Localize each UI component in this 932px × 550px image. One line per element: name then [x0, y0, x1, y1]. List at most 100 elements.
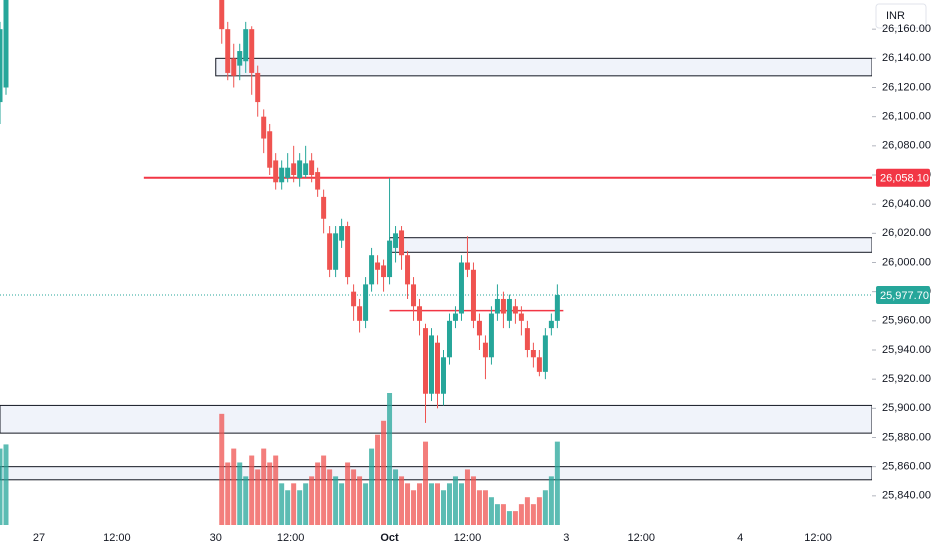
- volume-bar: [434, 483, 440, 525]
- volume-bar: [249, 455, 255, 525]
- candle-body: [225, 29, 231, 73]
- volume-bar: [458, 483, 464, 525]
- x-tick-label: Oct: [380, 532, 399, 544]
- volume-bar: [357, 476, 363, 525]
- volume-bar: [470, 476, 476, 525]
- candle-body: [500, 298, 506, 314]
- volume-bar: [381, 420, 387, 525]
- volume-bar: [3, 444, 9, 525]
- y-tick-label: 25,880.00: [882, 431, 931, 443]
- candle-body: [309, 160, 315, 175]
- volume-bar: [411, 490, 417, 525]
- volume-bar: [345, 462, 351, 525]
- volume-bar: [482, 490, 488, 525]
- candle-body: [0, 29, 3, 103]
- volume-bar: [512, 511, 518, 525]
- y-tick-label: 26,120.00: [882, 81, 931, 93]
- candle-body: [452, 313, 458, 321]
- volume-bar: [255, 469, 261, 525]
- volume-bar: [524, 497, 530, 525]
- volume-bar: [417, 483, 423, 525]
- volume-bar: [333, 476, 339, 525]
- candle-body: [393, 233, 399, 248]
- volume-bar: [297, 490, 303, 525]
- x-tick-label: 12:00: [103, 532, 131, 544]
- candle-body: [279, 167, 285, 183]
- volume-bar: [291, 483, 297, 525]
- candle-body: [524, 328, 530, 350]
- volume-bar: [237, 462, 243, 525]
- volume-bar: [231, 448, 237, 525]
- x-tick-label: 3: [563, 532, 569, 544]
- candle-body: [417, 306, 423, 321]
- volume-bar: [321, 455, 327, 525]
- candle-body: [554, 295, 560, 321]
- candle-body: [303, 163, 309, 175]
- candle-body: [482, 342, 488, 358]
- volume-bar: [327, 469, 333, 525]
- candle-body: [542, 335, 548, 372]
- x-tick-label: 12:00: [277, 532, 305, 544]
- volume-bar: [219, 413, 225, 525]
- y-tick-label: 25,900.00: [882, 402, 931, 414]
- candle-body: [321, 196, 327, 219]
- candle-body: [423, 328, 429, 394]
- volume-bar: [440, 490, 446, 525]
- volume-bar: [273, 455, 279, 525]
- candle-body: [506, 298, 512, 321]
- zone: [0, 466, 872, 481]
- candle-body: [363, 284, 369, 321]
- candle-body: [255, 72, 261, 103]
- y-tick-label: 25,840.00: [882, 490, 931, 502]
- volume-bar: [518, 504, 524, 525]
- volume-bar: [309, 476, 315, 525]
- candle-body: [357, 306, 363, 321]
- x-tick-label: 4: [737, 532, 743, 544]
- volume-bar: [423, 441, 429, 525]
- volume-bar: [548, 476, 554, 525]
- candle-body: [351, 291, 357, 307]
- candle-body: [387, 240, 393, 278]
- volume-bar: [542, 490, 548, 525]
- volume-bar: [369, 448, 375, 525]
- candle-body: [333, 233, 339, 270]
- candle-body: [297, 160, 303, 178]
- candle-body: [434, 342, 440, 394]
- y-tick-label: 25,920.00: [882, 373, 931, 385]
- volume-bar: [506, 511, 512, 525]
- volume-bar: [279, 483, 285, 525]
- volume-bar: [303, 483, 309, 525]
- volume-bar: [500, 504, 506, 525]
- candle-body: [285, 167, 291, 178]
- zone: [389, 237, 872, 253]
- volume-bar: [399, 476, 405, 525]
- y-tick-label: 25,860.00: [882, 461, 931, 473]
- y-tick-label: 26,160.00: [882, 23, 931, 35]
- y-tick-label: 26,020.00: [882, 227, 931, 239]
- candle-body: [339, 226, 345, 241]
- last-price-label: 25,977.70: [880, 290, 929, 302]
- candle-body: [267, 131, 273, 168]
- volume-bar: [339, 483, 345, 525]
- currency-box[interactable]: [875, 3, 927, 29]
- candle-body: [411, 284, 417, 307]
- y-tick-label: 26,040.00: [882, 198, 931, 210]
- y-tick-label: 26,140.00: [882, 52, 931, 64]
- candle-body: [488, 313, 494, 358]
- volume-bar: [261, 448, 267, 525]
- candle-body: [327, 233, 333, 270]
- candle-body: [249, 29, 255, 73]
- candle-body: [548, 320, 554, 329]
- volume-bar: [429, 483, 435, 525]
- candle-body: [381, 265, 387, 278]
- volume-bar: [243, 476, 249, 525]
- volume-bar: [267, 462, 273, 525]
- zone: [215, 57, 872, 77]
- x-tick-label: 12:00: [627, 532, 655, 544]
- candle-body: [476, 320, 482, 336]
- candle-body: [429, 335, 435, 394]
- level-label-box: [876, 168, 930, 187]
- volume-bar: [488, 497, 494, 525]
- candle-body: [440, 357, 446, 394]
